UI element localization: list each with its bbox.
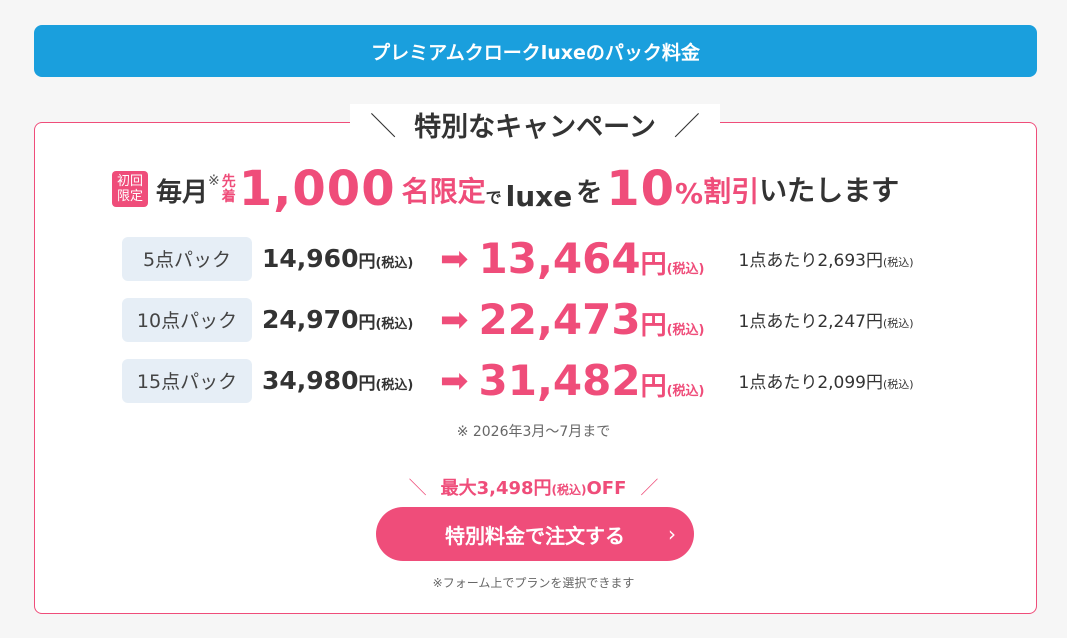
slash-left: ＼ (370, 111, 397, 142)
pack-row: 5点パック 14,960円(税込) ➡ 13,464円(税込) 1点あたり2,6… (122, 234, 914, 283)
order-special-price-button[interactable]: 特別料金で注文する › (376, 507, 694, 561)
tax-label: (税込) (375, 256, 414, 271)
discount-amount: 31,482 (478, 356, 641, 405)
pack-row: 15点パック 34,980円(税込) ➡ 31,482円(税込) 1点あたり2,… (122, 356, 914, 405)
original-price: 34,980円(税込) (262, 366, 440, 395)
first-time-badge: 初回 限定 (112, 171, 149, 207)
percent-sign: % (675, 177, 704, 210)
max-off-text: ＼ 最大3,498円(税込)OFF ／ (0, 474, 1067, 500)
note-mark: ※ (208, 173, 220, 189)
form-note: ※フォーム上でプランを選択できます (432, 576, 635, 590)
tax-label: (税込) (666, 262, 705, 277)
original-price: 14,960円(税込) (262, 244, 440, 273)
slash-right: ／ (673, 111, 700, 142)
stack-char: 着 (221, 189, 236, 205)
tax-label: (税込) (551, 483, 587, 497)
discount-percent: 10 (606, 161, 676, 217)
per-item-text: 1点あたり2,099円 (738, 373, 883, 393)
slash-right: ／ (640, 478, 659, 499)
pack-label: 5点パック (122, 236, 252, 281)
tax-label: (税込) (375, 317, 414, 332)
original-price: 24,970円(税込) (262, 305, 440, 334)
pack-label: 10点パック (122, 297, 252, 342)
per-item-price: 1点あたり2,099円(税込) (739, 368, 914, 393)
luxe-text: luxe (505, 180, 573, 213)
pack-row: 10点パック 24,970円(税込) ➡ 22,473円(税込) 1点あたり2,… (122, 295, 914, 344)
button-label: 特別料金で注文する (445, 523, 625, 548)
original-amount: 34,980 (262, 366, 359, 395)
tax-label: (税込) (882, 378, 914, 391)
first-come-text: 先着 (222, 175, 236, 205)
discount-amount: 22,473 (478, 295, 641, 344)
original-amount: 14,960 (262, 244, 359, 273)
section-header: プレミアムクロークluxeのパック料金 (34, 25, 1037, 77)
badge-line: 限定 (117, 189, 144, 204)
discount-amount: 13,464 (478, 234, 641, 283)
monthly-text: 毎月 (156, 178, 209, 208)
yen: 円 (358, 252, 376, 272)
original-amount: 24,970 (262, 305, 359, 334)
arrow-right-icon: ➡ (440, 360, 469, 401)
badge-line: 初回 (117, 174, 144, 189)
discount-text: 割引 (703, 175, 760, 208)
limit-count: 1,000 (238, 161, 396, 217)
yen: 円 (640, 250, 667, 280)
stack-char: 先 (221, 174, 236, 190)
lead-rest: いたします (759, 174, 900, 207)
slash-left: ＼ (408, 478, 427, 499)
yen: 円 (358, 374, 376, 394)
tax-label: (税込) (882, 256, 914, 269)
tax-label: (税込) (666, 384, 705, 399)
period-note: ※ 2026年3月〜7月まで (456, 424, 611, 440)
yen: 円 (358, 313, 376, 333)
arrow-right-icon: ➡ (440, 238, 469, 279)
campaign-title-text: 特別なキャンペーン (414, 111, 656, 143)
yen: 円 (640, 372, 667, 402)
tax-label: (税込) (882, 317, 914, 330)
off-label: OFF (586, 478, 627, 499)
per-item-price: 1点あたり2,247円(税込) (739, 307, 914, 332)
limit-text: 名限定 (401, 175, 486, 208)
discount-price: 22,473円(税込) (479, 295, 739, 344)
arrow-right-icon: ➡ (440, 299, 469, 340)
particle: を (576, 178, 603, 208)
pack-label: 15点パック (122, 358, 252, 403)
off-amount: 最大3,498円 (440, 478, 552, 499)
tax-label: (税込) (666, 323, 705, 338)
discount-price: 31,482円(税込) (479, 356, 739, 405)
section-title: プレミアムクロークluxeのパック料金 (371, 41, 700, 64)
per-item-text: 1点あたり2,693円 (738, 251, 883, 271)
chevron-right-icon: › (668, 522, 676, 546)
yen: 円 (640, 311, 667, 341)
tax-label: (税込) (375, 378, 414, 393)
particle: で (485, 188, 502, 207)
campaign-lead: 初回 限定 毎月 ※ 先着 1,000 名限定 で luxe を 10 % 割引 … (112, 165, 899, 213)
discount-price: 13,464円(税込) (479, 234, 739, 283)
per-item-price: 1点あたり2,693円(税込) (739, 246, 914, 271)
campaign-title: ＼ 特別なキャンペーン ／ (350, 104, 720, 144)
per-item-text: 1点あたり2,247円 (738, 312, 883, 332)
